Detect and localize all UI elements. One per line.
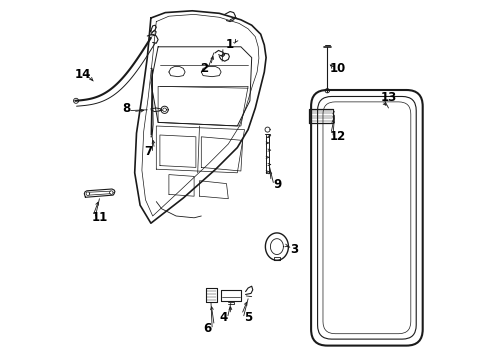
Text: 2: 2 — [200, 62, 208, 75]
Text: 10: 10 — [328, 62, 345, 75]
Text: 7: 7 — [143, 145, 152, 158]
Text: 6: 6 — [203, 322, 211, 335]
Text: 14: 14 — [75, 68, 91, 81]
Text: 11: 11 — [91, 211, 108, 224]
Text: 5: 5 — [244, 311, 252, 324]
Text: 13: 13 — [380, 91, 396, 104]
Text: 4: 4 — [219, 311, 227, 324]
Text: 8: 8 — [122, 102, 130, 115]
Text: 12: 12 — [328, 130, 345, 143]
Text: 9: 9 — [273, 178, 281, 191]
Text: 3: 3 — [289, 243, 298, 256]
Text: 1: 1 — [225, 38, 233, 51]
